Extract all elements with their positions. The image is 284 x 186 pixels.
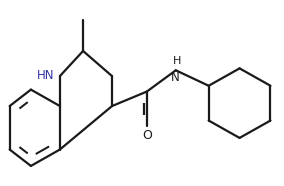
- Text: O: O: [142, 129, 152, 142]
- Text: N: N: [170, 71, 179, 84]
- Text: H: H: [173, 56, 181, 66]
- Text: HN: HN: [37, 69, 54, 82]
